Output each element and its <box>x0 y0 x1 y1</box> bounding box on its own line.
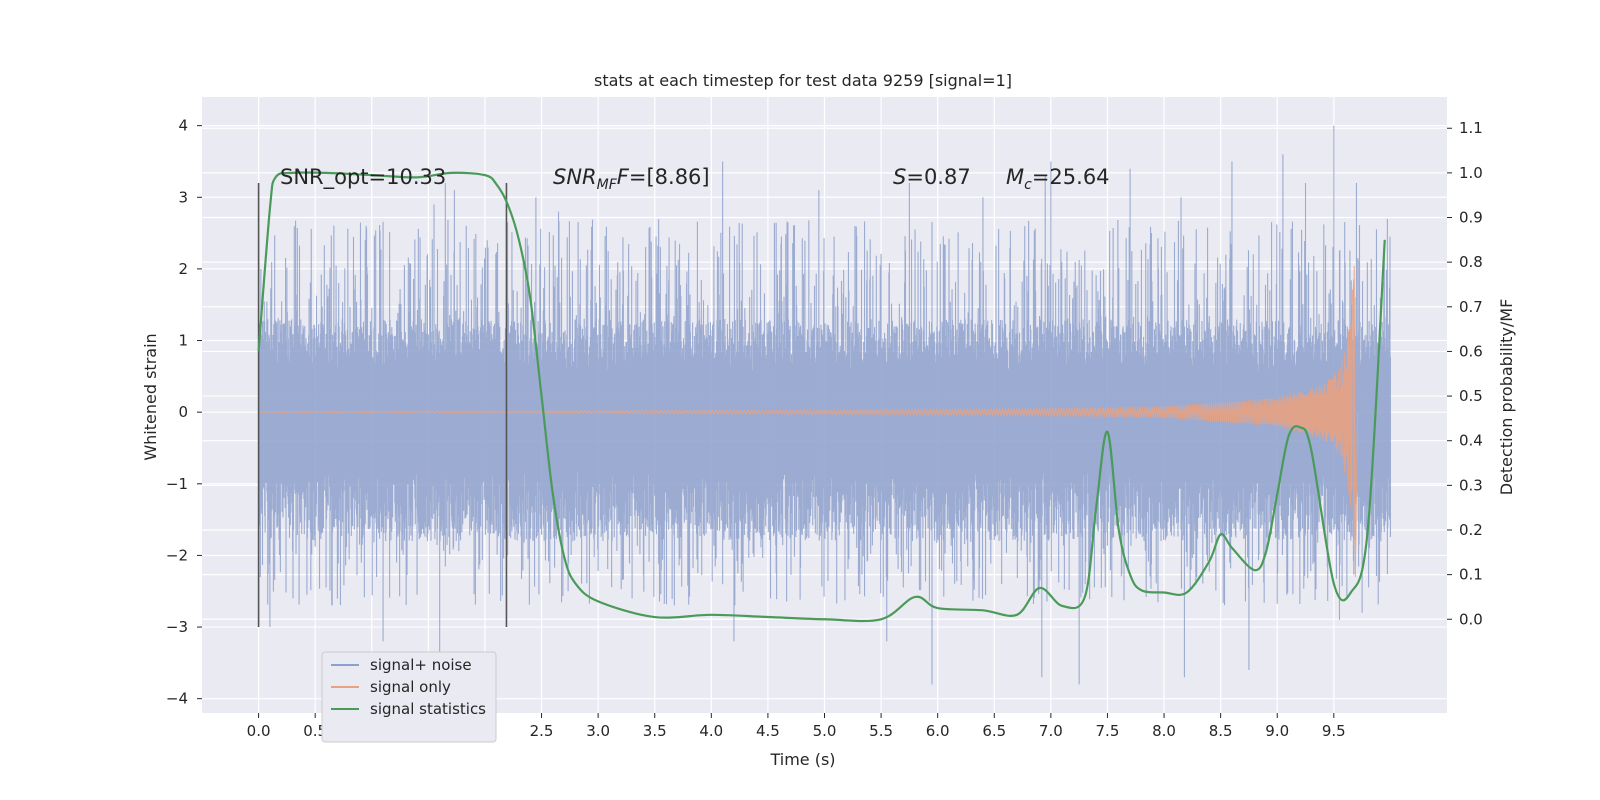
annotation-mc-sub: c <box>1024 177 1032 193</box>
y-axis-title: Whitened strain <box>141 333 160 460</box>
y2-axis-title: Detection probability/MF <box>1497 299 1516 496</box>
annotation-snr-mf-sub: MF <box>597 177 618 193</box>
y2-tick-label: 0.3 <box>1459 476 1483 494</box>
snr-markers <box>257 182 508 628</box>
annotation-snr-opt: SNR_opt=10.33 <box>280 165 446 190</box>
stats-trace <box>257 171 1386 623</box>
x-tick-label: 4.0 <box>699 722 723 740</box>
legend-box <box>321 651 497 743</box>
annotation-snr-mf: SNRMFF=[8.86] <box>553 165 710 193</box>
legend-label-signal-statistics: signal statistics <box>370 700 486 718</box>
y-tick-label: −2 <box>166 546 188 564</box>
x-tick-label: 9.0 <box>1265 722 1289 740</box>
x-tick-label: 3.0 <box>586 722 610 740</box>
y-axis-ticks: 4 3 2 1 0 −1 −2 −3 −4 <box>166 117 202 708</box>
y-tick-label: −3 <box>166 618 188 636</box>
x-axis-title: Time (s) <box>769 750 835 769</box>
x-tick-label: 7.5 <box>1096 722 1120 740</box>
annotation-snr-mf-value: =[8.86] <box>629 165 710 189</box>
legend: signal+ noise signal only signal statist… <box>321 651 497 743</box>
x-tick-label: 7.0 <box>1039 722 1063 740</box>
x-tick-label: 9.5 <box>1322 722 1346 740</box>
y2-tick-label: 1.1 <box>1459 119 1483 137</box>
x-tick-label: 3.5 <box>643 722 667 740</box>
annotation-mc-value: =25.64 <box>1032 165 1110 189</box>
series-signal-only <box>258 266 1359 577</box>
y-tick-label: 4 <box>178 117 188 135</box>
x-tick-label: 6.0 <box>926 722 950 740</box>
y2-tick-label: 0.6 <box>1459 342 1483 360</box>
x-tick-label: 8.5 <box>1209 722 1233 740</box>
chart-title: stats at each timestep for test data 925… <box>594 71 1012 90</box>
y2-axis-ticks: 1.1 1.0 0.9 0.8 0.7 0.6 0.5 0.4 0.3 0.2 0.1 0.0 <box>1447 119 1483 628</box>
y2-tick-label: 1.0 <box>1459 164 1483 182</box>
annotation-snr-mf-main: SNR <box>553 165 597 189</box>
y-tick-label: 0 <box>178 403 188 421</box>
y2-tick-label: 0.1 <box>1459 566 1483 584</box>
y2-tick-label: 0.9 <box>1459 209 1483 227</box>
x-tick-label: 5.5 <box>869 722 893 740</box>
y2-tick-label: 0.0 <box>1459 610 1483 628</box>
x-tick-label: 8.0 <box>1152 722 1176 740</box>
y2-tick-label: 0.4 <box>1459 432 1483 450</box>
y-tick-label: −4 <box>166 690 188 708</box>
y2-tick-label: 0.7 <box>1459 298 1483 316</box>
x-tick-label: 4.5 <box>756 722 780 740</box>
annotation-snr-mf-f: F <box>617 165 630 189</box>
annotation-mc: Mc=25.64 <box>1006 165 1110 193</box>
plot-content <box>257 125 1391 699</box>
annotation-s-symbol: S <box>893 165 906 189</box>
x-tick-label: 0.0 <box>247 722 271 740</box>
annotation-mc-symbol: M <box>1006 165 1024 189</box>
signal-trace <box>258 266 1359 577</box>
legend-label-signal-noise: signal+ noise <box>370 656 472 674</box>
y-tick-label: 1 <box>178 332 188 350</box>
y2-tick-label: 0.2 <box>1459 521 1483 539</box>
x-tick-label: 6.5 <box>982 722 1006 740</box>
y2-tick-label: 0.8 <box>1459 253 1483 271</box>
y-tick-label: 2 <box>178 260 188 278</box>
x-tick-label: 2.5 <box>530 722 554 740</box>
legend-label-signal-only: signal only <box>370 678 451 696</box>
x-tick-label: 5.0 <box>813 722 837 740</box>
annotation-s: S=0.87 <box>893 165 971 189</box>
x-tick-label: 0.5 <box>303 722 327 740</box>
annotation-s-value: =0.87 <box>906 165 970 189</box>
y-tick-label: −1 <box>166 475 188 493</box>
series-signal-statistics <box>257 171 1386 623</box>
y-tick-label: 3 <box>178 188 188 206</box>
y2-tick-label: 0.5 <box>1459 387 1483 405</box>
